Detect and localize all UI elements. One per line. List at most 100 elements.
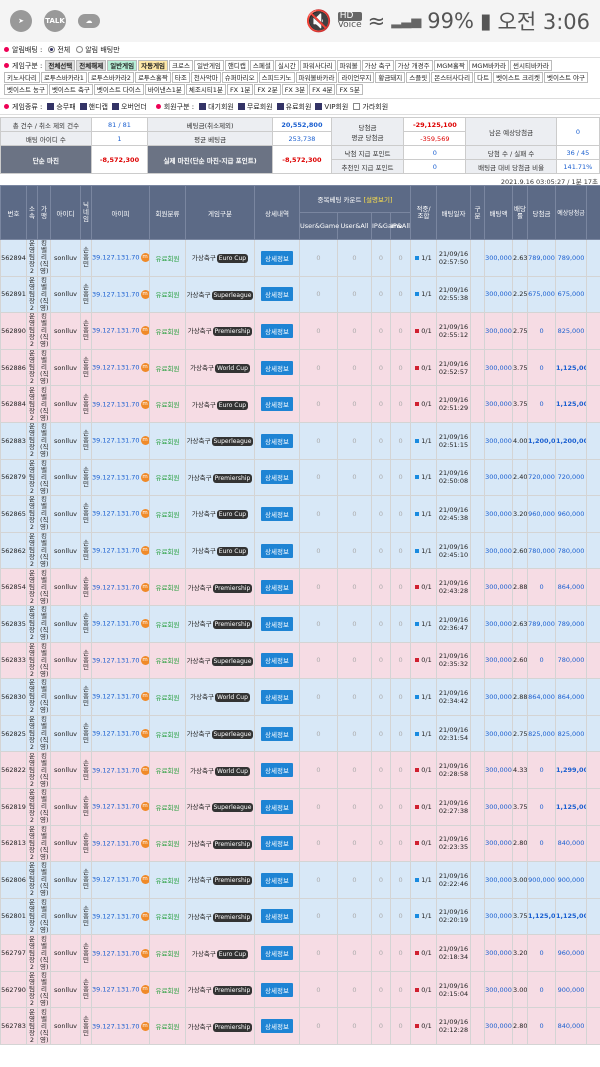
radio-icon[interactable] (76, 46, 84, 53)
col-id[interactable]: 아이디 (50, 185, 81, 240)
col-odds[interactable]: 배당률 (512, 185, 529, 240)
game-type-button[interactable]: 로투스바카라2 (87, 72, 134, 83)
user-id[interactable]: sonlluv (50, 421, 81, 460)
detail-button[interactable]: 상세정보 (261, 360, 293, 375)
game-type-button[interactable]: 슈퍼마리오 (221, 72, 258, 83)
col-detail[interactable]: 상세내역 (254, 185, 300, 240)
detail-button[interactable]: 상세정보 (261, 433, 293, 448)
game-type-button[interactable]: 로투스홀짝 (134, 72, 171, 83)
game-type-button[interactable]: 파워사다리 (299, 60, 336, 71)
ip-cell[interactable]: 39.127.131.70 m (91, 458, 150, 497)
detail-button[interactable]: 상세정보 (261, 616, 293, 631)
member-type-checkbox[interactable]: 무료회원 (237, 102, 273, 112)
alert-only-radio[interactable]: 알림 배팅만 (76, 45, 120, 55)
user-id[interactable]: sonlluv (50, 861, 81, 899)
game-type-button[interactable]: 전체해제 (76, 60, 107, 71)
col-kind[interactable]: 가맹 (37, 185, 51, 240)
game-type-button[interactable]: FX 3분 (281, 84, 309, 95)
ip-cell[interactable]: 39.127.131.70 m (91, 495, 150, 533)
game-type-button[interactable]: 가상 축구 (361, 60, 394, 71)
detail-button[interactable]: 상세정보 (261, 982, 293, 997)
col-user-all[interactable]: User&All (337, 212, 372, 240)
detail-button[interactable]: 상세정보 (261, 872, 293, 887)
ip-cell[interactable]: 39.127.131.70 m (91, 897, 150, 936)
detail-button[interactable]: 상세정보 (261, 653, 293, 668)
result-type-checkbox[interactable]: 오버언더 (112, 102, 147, 112)
checkbox-icon[interactable] (112, 103, 119, 110)
user-id[interactable]: sonlluv (50, 787, 81, 826)
bet-no[interactable]: 562835 (0, 604, 27, 643)
col-expected[interactable]: 예상당첨금 (555, 185, 588, 240)
game-type-button[interactable]: 크로스 (169, 60, 193, 71)
ip-cell[interactable]: 39.127.131.70 m (91, 239, 150, 277)
col-amount[interactable]: 배팅액 (484, 185, 514, 240)
detail-button[interactable]: 상세정보 (261, 799, 293, 814)
bet-no[interactable]: 562830 (0, 678, 27, 716)
col-no[interactable]: 번호 (0, 185, 27, 240)
game-type-button[interactable]: 황금돼지 (375, 72, 406, 83)
col-hit[interactable]: 적중/조합 (410, 185, 438, 240)
member-type-checkbox[interactable]: 대기회원 (199, 102, 234, 112)
game-type-button[interactable]: 벳이스트 야구 (544, 72, 588, 83)
ip-cell[interactable]: 39.127.131.70 m (91, 531, 150, 570)
checkbox-icon[interactable] (315, 103, 323, 110)
ip-cell[interactable]: 39.127.131.70 m (91, 861, 150, 899)
ip-cell[interactable]: 39.127.131.70 m (91, 568, 150, 606)
user-id[interactable]: sonlluv (50, 604, 81, 643)
bet-no[interactable]: 562890 (0, 312, 27, 350)
detail-button[interactable]: 상세정보 (261, 287, 293, 302)
col-user-game[interactable]: User&Game (299, 212, 339, 240)
bet-no[interactable]: 562819 (0, 787, 27, 826)
user-id[interactable]: sonlluv (50, 970, 81, 1009)
bet-no[interactable]: 562891 (0, 275, 27, 314)
ip-cell[interactable]: 39.127.131.70 m (91, 348, 150, 387)
game-type-button[interactable]: MGM홀짝 (433, 60, 468, 71)
ip-cell[interactable]: 39.127.131.70 m (91, 970, 150, 1009)
user-id[interactable]: sonlluv (50, 312, 81, 350)
game-type-button[interactable]: 일반게임 (107, 60, 138, 71)
col-date[interactable]: 배팅일자 (436, 185, 472, 240)
user-id[interactable]: sonlluv (50, 1007, 81, 1046)
game-type-button[interactable]: MGM바카라 (468, 60, 510, 71)
game-type-button[interactable]: 바이낸스1분 (144, 84, 185, 95)
bet-no[interactable]: 562883 (0, 421, 27, 460)
game-type-button[interactable]: 벳이스트 다이스 (93, 84, 144, 95)
bet-no[interactable]: 562884 (0, 385, 27, 423)
detail-button[interactable]: 상세정보 (261, 250, 293, 265)
detail-button[interactable]: 상세정보 (261, 763, 293, 778)
user-id[interactable]: sonlluv (50, 385, 81, 423)
game-type-button[interactable]: 스플릿 (406, 72, 431, 83)
ip-cell[interactable]: 39.127.131.70 m (91, 641, 150, 680)
bet-no[interactable]: 562862 (0, 531, 27, 570)
bet-no[interactable]: 562865 (0, 495, 27, 533)
member-type-checkbox[interactable]: 유료회원 (276, 102, 311, 112)
detail-button[interactable]: 상세정보 (261, 543, 293, 558)
game-type-button[interactable]: FX 2분 (254, 84, 281, 95)
detail-button[interactable]: 상세정보 (261, 836, 293, 851)
col-member[interactable]: 회원분류 (149, 185, 186, 240)
checkbox-icon[interactable] (353, 103, 361, 110)
radio-icon[interactable] (48, 46, 56, 53)
user-id[interactable]: sonlluv (50, 678, 81, 716)
bet-no[interactable]: 562894 (0, 239, 27, 277)
ip-cell[interactable]: 39.127.131.70 m (91, 678, 150, 716)
game-type-button[interactable]: 라이언무지 (338, 72, 375, 83)
ip-cell[interactable]: 39.127.131.70 m (91, 312, 150, 350)
bet-no[interactable]: 562806 (0, 861, 27, 899)
bet-no[interactable]: 562825 (0, 714, 27, 753)
game-type-button[interactable]: 실시간 (274, 60, 299, 71)
user-id[interactable]: sonlluv (50, 714, 81, 753)
checkbox-icon[interactable] (199, 103, 207, 110)
game-type-button[interactable]: 파워볼바카라 (295, 72, 338, 83)
game-type-button[interactable]: 핸디캡 (224, 60, 249, 71)
alert-all-radio[interactable]: 전체 (48, 45, 70, 55)
bet-no[interactable]: 562801 (0, 897, 27, 936)
game-type-button[interactable]: 벳이스트 축구 (48, 84, 93, 95)
bet-no[interactable]: 562879 (0, 458, 27, 497)
game-type-button[interactable]: 자동게임 (138, 60, 169, 71)
bet-no[interactable]: 562813 (0, 824, 27, 863)
bet-no[interactable]: 562790 (0, 970, 27, 1009)
user-id[interactable]: sonlluv (50, 751, 81, 789)
ip-cell[interactable]: 39.127.131.70 m (91, 275, 150, 314)
user-id[interactable]: sonlluv (50, 897, 81, 936)
